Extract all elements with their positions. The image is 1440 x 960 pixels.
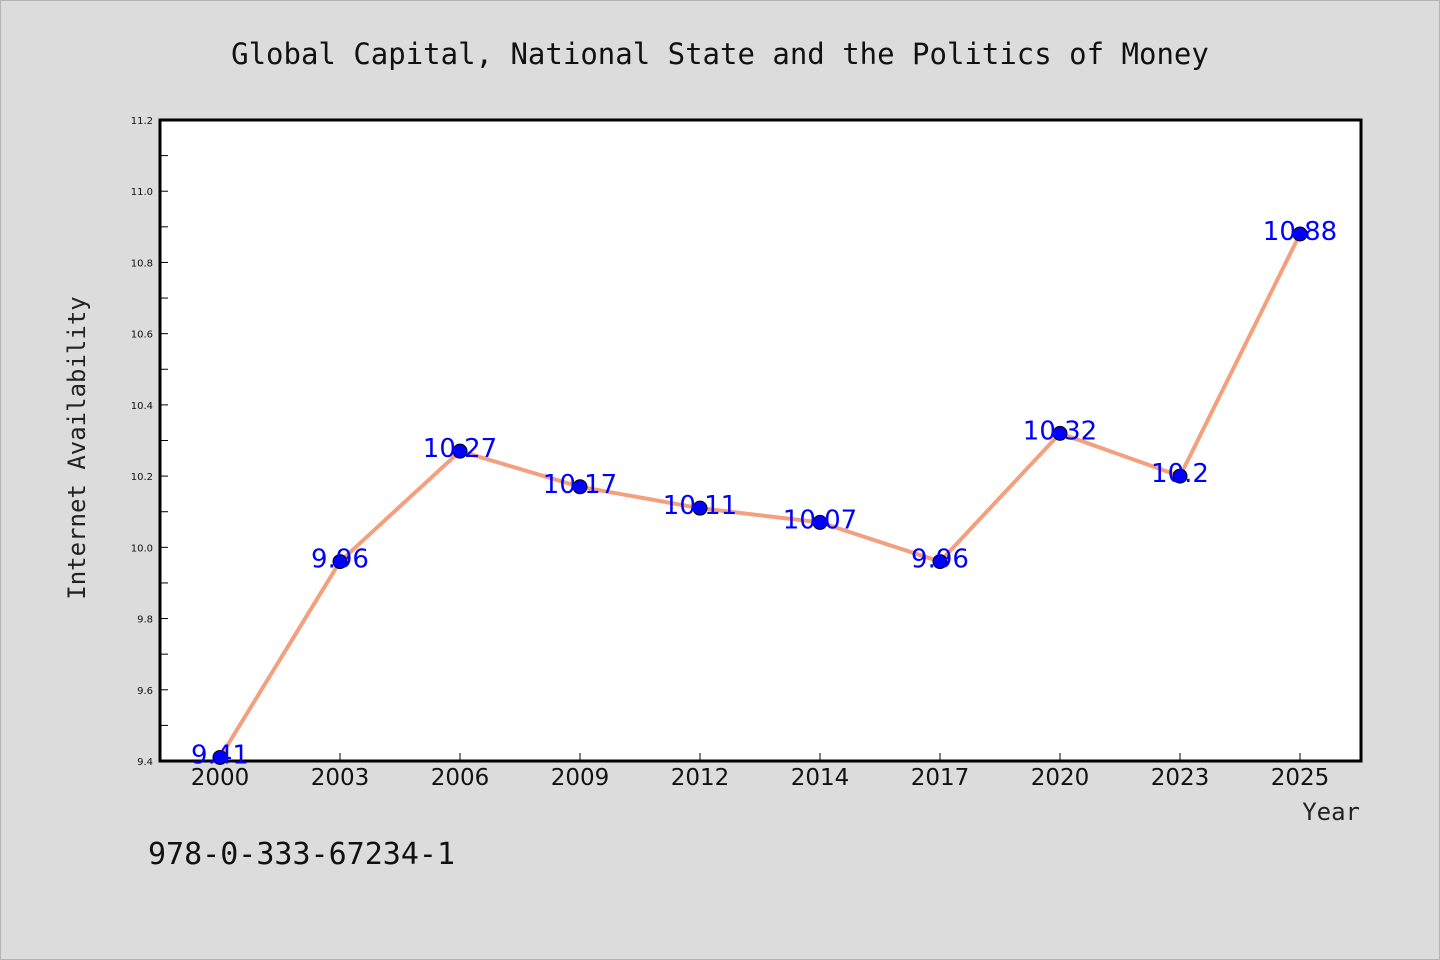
data-label: 10.2 (1151, 459, 1209, 489)
data-point-marker (812, 514, 828, 530)
x-tick-label: 2012 (671, 765, 730, 791)
y-axis: 9.4 9.6 9.8 10.0 10.2 10.4 10.6 10.8 11.0 11.2 (131, 116, 168, 768)
y-tick-label: 10.2 (131, 472, 153, 483)
plot-area (158, 118, 1363, 763)
data-point-marker (452, 443, 468, 459)
series-line (218, 233, 1302, 759)
data-point-marker (1172, 468, 1188, 484)
data-label: 10.17 (543, 470, 617, 500)
y-tick-label: 10.6 (131, 330, 153, 341)
x-tick-label: 2014 (791, 765, 850, 791)
x-tick-label: 2000 (191, 765, 250, 791)
data-point-marker (332, 554, 348, 570)
data-label: 10.32 (1023, 416, 1097, 446)
data-label: 10.11 (663, 491, 737, 521)
series-group: 9.41 9.96 10.27 10.17 10.11 10.07 9.96 10.32 10.… (191, 217, 1337, 770)
data-label: 10.07 (783, 505, 857, 535)
data-label: 10.88 (1263, 217, 1337, 247)
y-tick-label: 9.8 (137, 615, 153, 626)
data-point-marker (1052, 425, 1068, 441)
x-tick-label: 2017 (911, 765, 970, 791)
y-tick-label: 9.4 (137, 757, 153, 768)
x-tick-label: 2003 (311, 765, 370, 791)
x-axis-label: Year (1302, 798, 1360, 826)
y-tick-label: 10.4 (131, 401, 153, 412)
x-tick-label: 2009 (551, 765, 610, 791)
data-label: 9.96 (311, 545, 369, 575)
y-tick-label: 11.2 (131, 116, 153, 127)
x-axis: 2000 2003 2006 2009 2012 2014 2017 2020 2023 2025 (191, 753, 1330, 791)
chart-title: Global Capital, National State and the P… (231, 37, 1209, 71)
data-label: 9.96 (911, 545, 969, 575)
y-tick-label: 10.0 (131, 543, 153, 554)
isbn-annotation: 978-0-333-67234-1 (148, 837, 455, 872)
x-tick-label: 2020 (1031, 765, 1090, 791)
y-tick-label: 11.0 (131, 187, 153, 198)
data-point-marker (692, 500, 708, 516)
data-label: 10.27 (423, 434, 497, 464)
data-point-marker (932, 554, 948, 570)
y-tick-label: 10.8 (131, 258, 153, 269)
data-point-marker (1292, 226, 1308, 242)
y-axis-label: Internet Availability (63, 296, 91, 599)
x-tick-label: 2006 (431, 765, 490, 791)
data-point-marker (212, 749, 228, 765)
x-tick-label: 2023 (1151, 765, 1210, 791)
data-label: 9.41 (191, 740, 249, 770)
y-tick-label: 9.6 (137, 686, 153, 697)
x-tick-label: 2025 (1271, 765, 1330, 791)
data-point-marker (572, 479, 588, 495)
